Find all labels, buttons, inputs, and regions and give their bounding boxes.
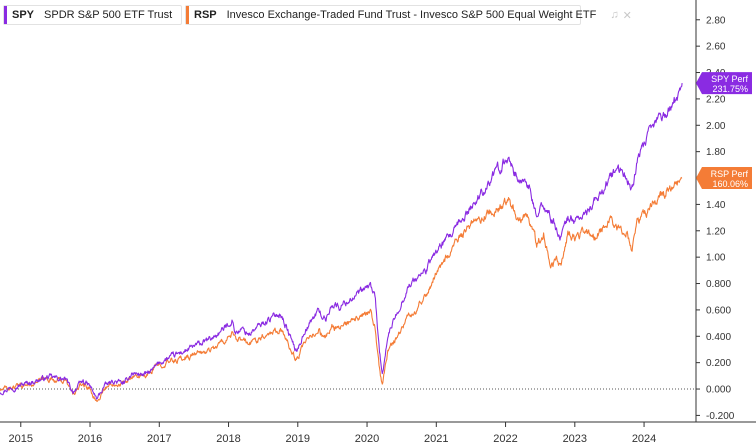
legend-name: Invesco Exchange-Traded Fund Trust - Inv…	[226, 9, 597, 21]
y-tick-label: 1.20	[706, 226, 726, 237]
x-tick-label: 2015	[9, 433, 33, 445]
legend-symbol: RSP	[194, 9, 217, 21]
time-axis[interactable]: 2015 2016 2017 2018 2019 2020 2021 2022 2023 2024	[9, 422, 657, 445]
badge-value: 231.75%	[712, 84, 748, 94]
y-tick-label: 2.20	[706, 94, 726, 105]
y-tick-label: 1.80	[706, 147, 726, 158]
y-tick-label: -0.200	[706, 411, 735, 422]
series-line-spy	[0, 83, 683, 400]
bell-icon[interactable]: ♫	[610, 9, 619, 21]
x-tick-label: 2016	[78, 433, 102, 445]
y-tick-label: 2.00	[706, 121, 726, 132]
y-tick-label: 0.800	[706, 279, 731, 290]
x-tick-label: 2024	[632, 433, 656, 445]
badge-value: 160.06%	[712, 179, 748, 189]
x-tick-label: 2023	[563, 433, 587, 445]
y-tick-label: 1.00	[706, 253, 726, 264]
y-tick-label: 0.600	[706, 305, 731, 316]
series-line-rsp	[0, 176, 683, 403]
y-tick-label: 0.400	[706, 332, 731, 343]
y-tick-label: 2.60	[706, 42, 726, 53]
y-tick-label: 0.200	[706, 358, 731, 369]
x-tick-label: 2018	[216, 433, 240, 445]
x-tick-label: 2019	[286, 433, 310, 445]
legend-symbol: SPY	[12, 9, 35, 21]
legend-item-rsp[interactable]: RSP Invesco Exchange-Traded Fund Trust -…	[185, 5, 632, 25]
legend-name: SPDR S&P 500 ETF Trust	[44, 9, 173, 21]
x-tick-label: 2022	[493, 433, 517, 445]
x-tick-label: 2017	[147, 433, 171, 445]
spy-color-swatch	[4, 6, 7, 24]
badge-label: SPY Perf	[711, 74, 748, 84]
legend-item-spy[interactable]: SPY SPDR S&P 500 ETF Trust ♫ ✕	[3, 5, 208, 25]
close-icon[interactable]: ✕	[622, 9, 632, 22]
plot-area	[0, 83, 696, 403]
badge-background	[696, 167, 752, 190]
y-tick-label: 1.40	[706, 200, 726, 211]
x-tick-label: 2021	[424, 433, 448, 445]
rsp-color-swatch	[186, 6, 189, 24]
x-tick-label: 2020	[355, 433, 379, 445]
y-tick-label: 2.80	[706, 15, 726, 26]
badge-label: RSP Perf	[711, 169, 749, 179]
badge-background	[696, 72, 752, 95]
y-tick-label: 0.000	[706, 385, 731, 396]
